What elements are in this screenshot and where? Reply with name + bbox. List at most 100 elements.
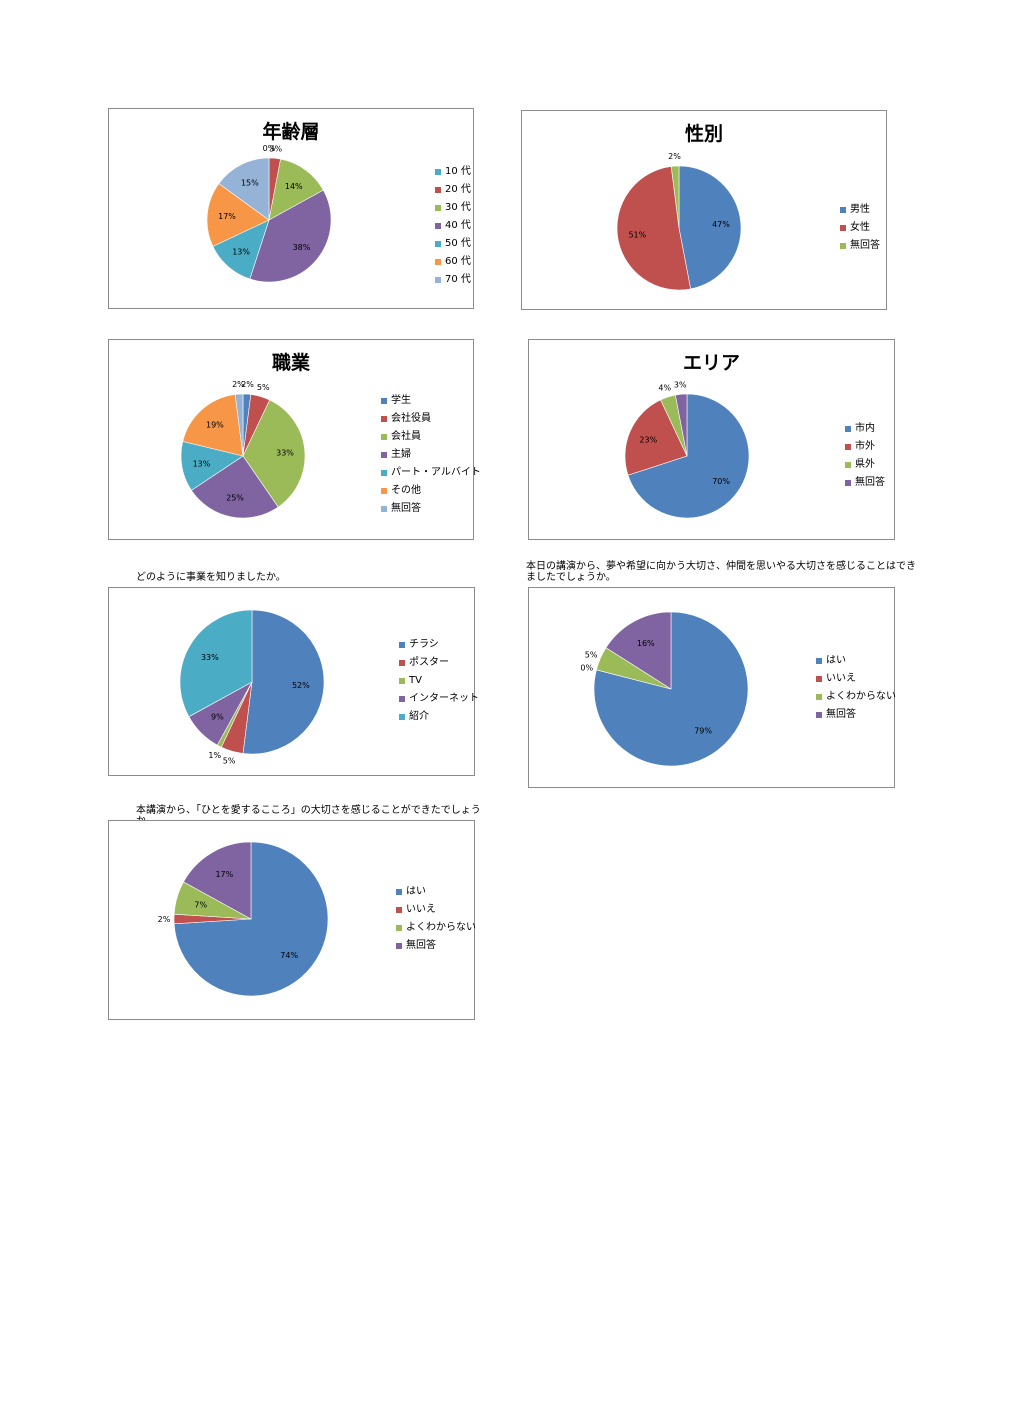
legend-swatch — [435, 241, 441, 247]
data-label: 17% — [218, 212, 236, 221]
data-label: 47% — [712, 220, 730, 229]
legend-label: 市内 — [855, 423, 875, 434]
legend-love: はい いいえ よくわからない 無回答 — [396, 883, 476, 955]
pie-slice-4 — [675, 393, 688, 457]
legend-swatch — [435, 169, 441, 175]
legend-swatch — [396, 907, 402, 913]
chart-source: 52% 5% 1% 9% 33% チラシ ポスター TV インターネット 紹介 — [108, 587, 479, 776]
legend-label: 無回答 — [855, 477, 885, 488]
legend-item: パート・アルバイト — [381, 464, 481, 482]
legend-label: はい — [826, 655, 846, 666]
pie-slice-4 — [605, 611, 672, 690]
pie-slice-4 — [190, 455, 279, 519]
legend-item: 30 代 — [435, 199, 471, 217]
legend-swatch — [845, 462, 851, 468]
data-label: 5% — [223, 757, 236, 766]
legend-label: インターネット — [409, 693, 479, 704]
pie-slice-4 — [183, 841, 252, 920]
legend-item: 男性 — [840, 201, 880, 219]
data-label: 0% — [580, 663, 593, 672]
legend-swatch — [381, 506, 387, 512]
legend-swatch — [845, 480, 851, 486]
legend-swatch — [840, 225, 846, 231]
data-label: 16% — [637, 639, 655, 648]
chart-title: エリア — [682, 352, 740, 374]
legend-item: 無回答 — [845, 474, 885, 492]
legend-item: インターネット — [399, 690, 479, 708]
data-label: 0% — [263, 144, 276, 153]
data-label: 3% — [269, 144, 282, 153]
legend-label: ポスター — [409, 657, 449, 668]
chart-gender: 性別 47% 51% 2% 男性 女性 無回答 — [521, 110, 887, 310]
legend-item: 無回答 — [396, 937, 476, 955]
legend-item: その他 — [381, 482, 481, 500]
legend-item: 20 代 — [435, 181, 471, 199]
legend-label: 無回答 — [391, 503, 421, 514]
chart-love: 74% 2% 7% 17% はい いいえ よくわからない 無回答 — [108, 820, 476, 1020]
legend-swatch — [840, 207, 846, 213]
legend-item: 会社員 — [381, 428, 481, 446]
legend-item: よくわからない — [396, 919, 476, 937]
legend-label: 県外 — [855, 459, 875, 470]
data-label: 3% — [674, 380, 687, 389]
legend-swatch — [399, 642, 405, 648]
data-label: 33% — [201, 653, 219, 662]
data-label: 25% — [226, 493, 244, 502]
legend-item: 無回答 — [816, 706, 896, 724]
legend-label: 女性 — [850, 222, 870, 233]
data-label: 2% — [668, 152, 681, 161]
chart-title: 年齢層 — [262, 121, 320, 143]
pie-chart-gender: 47% 51% 2% — [616, 152, 742, 291]
pie-chart-area: 70% 23% 4% 3% — [624, 380, 750, 519]
legend-label: チラシ — [409, 639, 439, 650]
legend-label: 市外 — [855, 441, 875, 452]
legend-label: いいえ — [826, 673, 856, 684]
data-label: 2% — [158, 915, 171, 924]
pie-slice-3 — [268, 158, 324, 221]
data-label: 5% — [257, 383, 270, 392]
pie-chart-occupation: 2% 5%33%25%13%19%2% — [180, 380, 306, 519]
chart-title: 職業 — [271, 352, 310, 374]
data-label: 7% — [194, 900, 207, 909]
legend-item: よくわからない — [816, 688, 896, 706]
legend-item: チラシ — [399, 636, 479, 654]
legend-swatch — [845, 444, 851, 450]
legend-swatch — [816, 658, 822, 664]
pie-slice-6 — [206, 183, 270, 247]
data-label: 13% — [193, 459, 211, 468]
pie-chart-source: 52% 5%1% 9% 33% — [179, 609, 325, 766]
legend-item: 市外 — [845, 438, 885, 456]
data-label: 19% — [206, 421, 224, 430]
legend-swatch — [840, 243, 846, 249]
data-label: 79% — [694, 726, 712, 735]
legend-label: よくわからない — [406, 922, 476, 933]
pie-slice-3 — [670, 165, 680, 229]
legend-swatch — [816, 694, 822, 700]
legend-item: 主婦 — [381, 446, 481, 464]
legend-label: TV — [409, 675, 422, 686]
legend-item: 紹介 — [399, 708, 479, 726]
legend-label: 男性 — [850, 204, 870, 215]
legend-item: TV — [399, 672, 479, 690]
legend-swatch — [435, 259, 441, 265]
legend-label: 50 代 — [445, 238, 471, 249]
data-label: 13% — [232, 248, 250, 257]
pie-slice-5 — [179, 609, 253, 718]
data-label: 1% — [208, 751, 221, 760]
pie-chart-dream: 79% 0% 5% 16% — [580, 611, 749, 767]
legend-item: 70 代 — [435, 271, 471, 289]
legend-item: ポスター — [399, 654, 479, 672]
pie-slice-7 — [234, 393, 244, 457]
legend-swatch — [396, 943, 402, 949]
legend-label: 主婦 — [391, 449, 411, 460]
legend-swatch — [396, 889, 402, 895]
legend-item: 県外 — [845, 456, 885, 474]
legend-item: 10 代 — [435, 163, 471, 181]
data-label: 9% — [211, 713, 224, 722]
legend-swatch — [399, 714, 405, 720]
pie-slice-3 — [242, 399, 306, 508]
data-label: 4% — [658, 384, 671, 393]
legend-swatch — [381, 434, 387, 440]
pie-slice-6 — [182, 394, 244, 457]
